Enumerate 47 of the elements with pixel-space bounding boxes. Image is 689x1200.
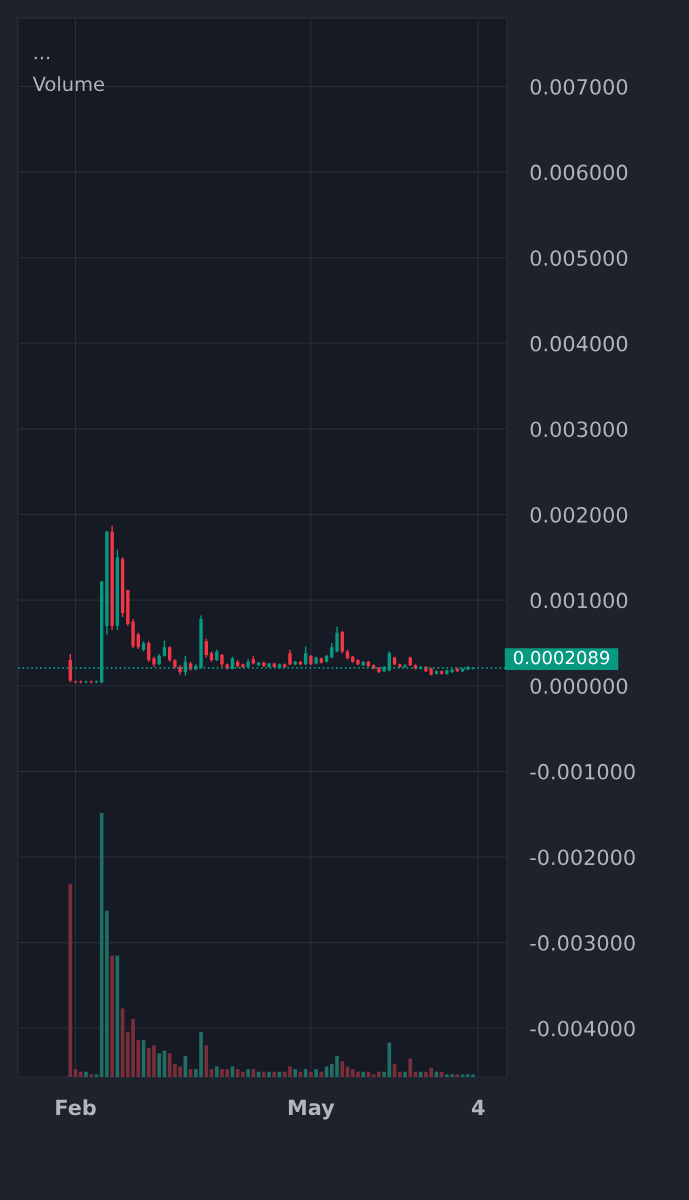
candlestick xyxy=(335,625,339,654)
bar xyxy=(68,884,73,1077)
y-tick-label: 0.002000 xyxy=(530,506,628,523)
bar xyxy=(397,1071,402,1077)
bar xyxy=(293,1069,298,1077)
bar xyxy=(110,955,114,1077)
y-tick-label: 0.000000 xyxy=(530,678,628,694)
y-tick-label: 0.004000 xyxy=(530,335,628,352)
bar xyxy=(314,1069,318,1077)
bar xyxy=(272,1071,277,1077)
bar xyxy=(361,1071,366,1077)
bar xyxy=(455,1074,460,1077)
y-tick-label: -0.004000 xyxy=(530,1020,635,1037)
bar xyxy=(371,1074,376,1077)
x-tick-label: May xyxy=(288,1099,335,1120)
y-tick-label: -0.002000 xyxy=(530,849,635,866)
y-tick-label: 0.006000 xyxy=(530,164,628,181)
bar xyxy=(408,1058,413,1077)
bar xyxy=(241,1071,245,1077)
bar xyxy=(94,1074,99,1077)
y-tick-label: 0.007000 xyxy=(530,78,628,95)
bar xyxy=(340,1061,345,1077)
bar xyxy=(84,1071,88,1077)
y-tick-label: 0.001000 xyxy=(530,592,628,609)
bar xyxy=(157,1053,162,1077)
bar xyxy=(309,1071,313,1077)
y-tick-label: -0.003000 xyxy=(530,935,635,951)
x-tick-label: Feb xyxy=(56,1099,96,1116)
y-tick-label: -0.001000 xyxy=(530,763,635,780)
bar xyxy=(267,1071,271,1077)
bar xyxy=(89,1074,94,1077)
y-tick-label: 0.003000 xyxy=(530,421,628,438)
bar xyxy=(418,1071,423,1077)
bar xyxy=(261,1071,266,1077)
bar xyxy=(403,1071,407,1077)
bar xyxy=(78,1071,83,1077)
bar xyxy=(246,1069,250,1077)
bar xyxy=(204,1045,209,1077)
bar xyxy=(377,1071,381,1077)
annotation: Volume xyxy=(32,76,104,92)
candlestick xyxy=(340,630,344,654)
x-tick-label: 4 xyxy=(471,1099,485,1116)
bar xyxy=(460,1074,465,1077)
y-tick-label: 0.005000 xyxy=(530,250,628,266)
annotation: ... xyxy=(34,56,50,60)
bar xyxy=(214,1066,219,1077)
ref-line-label: 0.0002089 xyxy=(513,650,610,665)
